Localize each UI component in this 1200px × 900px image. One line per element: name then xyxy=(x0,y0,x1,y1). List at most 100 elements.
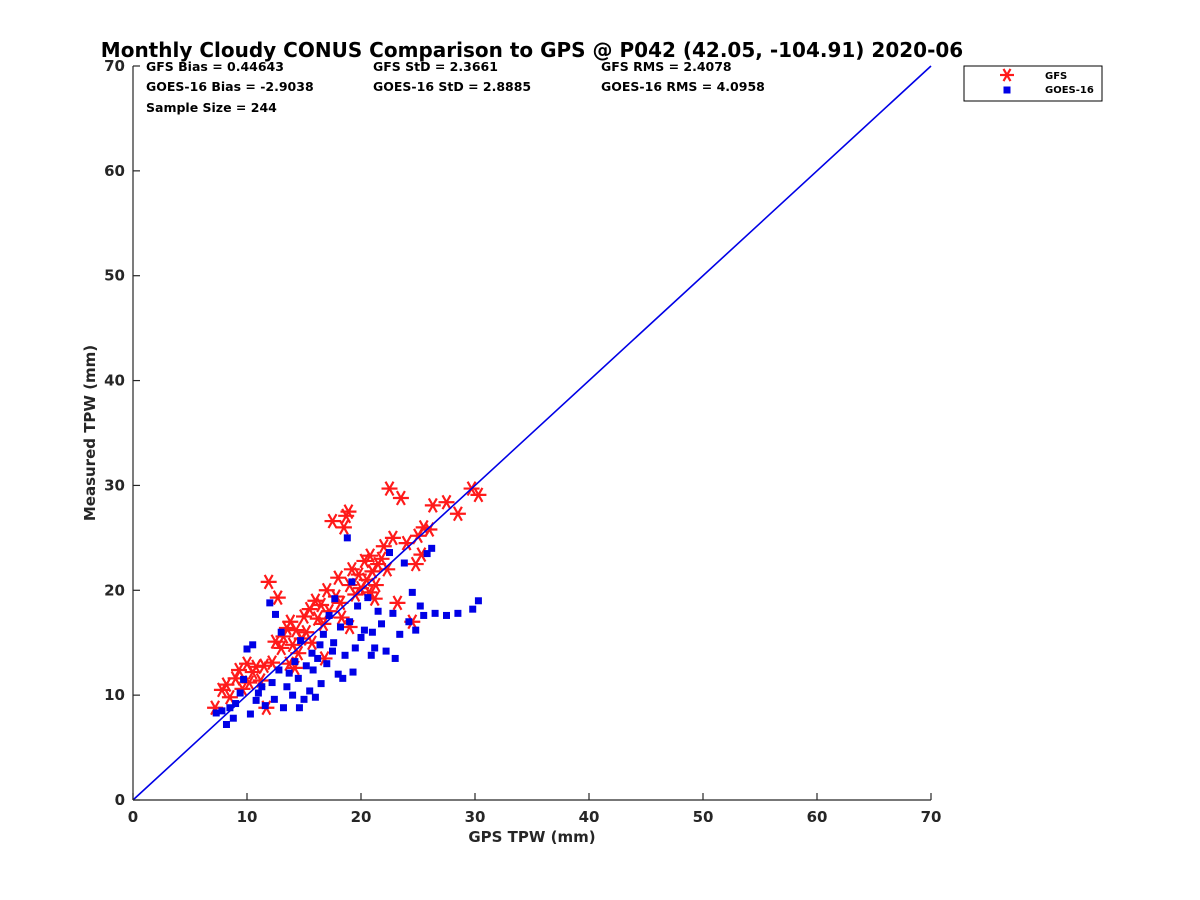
goes-16-point xyxy=(319,630,327,638)
goes-16-point xyxy=(316,641,324,649)
gfs-point xyxy=(449,506,466,522)
goes-16-point xyxy=(389,609,397,617)
goes-16-point xyxy=(334,670,342,678)
goes-16-point xyxy=(364,594,372,602)
stat-goes-std: GOES-16 StD = 2.8885 xyxy=(373,79,531,94)
gfs-point xyxy=(273,640,290,656)
y-tick-label: 10 xyxy=(104,686,125,704)
goes-16-point xyxy=(382,647,390,655)
goes-16-point xyxy=(279,704,287,712)
goes-16-point xyxy=(349,668,357,676)
goes-16-point xyxy=(391,654,399,662)
goes-16-point xyxy=(277,628,285,636)
goes-16-point xyxy=(295,704,303,712)
x-tick-label: 30 xyxy=(465,808,486,826)
x-tick-label: 50 xyxy=(693,808,714,826)
goes-16-point xyxy=(416,602,424,610)
y-axis-label: Measured TPW (mm) xyxy=(81,345,99,521)
goes-16-point xyxy=(331,595,339,603)
x-tick-label: 20 xyxy=(351,808,372,826)
legend-goes-16-label: GOES-16 xyxy=(1045,85,1094,96)
y-tick-label: 20 xyxy=(104,581,125,599)
goes-16-point xyxy=(360,626,368,634)
goes-16-point xyxy=(317,680,325,688)
legend-gfs-label: GFS xyxy=(1045,71,1067,82)
gfs-point xyxy=(264,655,281,671)
goes-16-point xyxy=(431,609,439,617)
goes-16-point xyxy=(272,610,279,618)
goes-16-point xyxy=(405,618,413,626)
y-tick-label: 60 xyxy=(104,162,125,180)
goes-16-point xyxy=(348,578,356,586)
goes-16-point xyxy=(275,666,283,674)
gfs-point xyxy=(367,577,384,593)
goes-16-point xyxy=(351,644,359,652)
goes-16-point xyxy=(428,544,436,552)
goes-16-point xyxy=(329,647,336,655)
gfs-point xyxy=(438,494,455,510)
y-tick-label: 50 xyxy=(104,267,125,285)
goes-16-point xyxy=(268,679,276,687)
goes-16-point xyxy=(222,721,230,729)
goes-16-point xyxy=(354,602,362,610)
goes-16-point xyxy=(270,695,278,703)
stat-goes-rms: GOES-16 RMS = 4.0958 xyxy=(601,79,765,94)
goes-16-point xyxy=(218,707,226,715)
stat-gfs-bias: GFS Bias = 0.44643 xyxy=(146,59,284,74)
goes-16-point xyxy=(229,714,237,722)
goes-16-point xyxy=(368,628,376,636)
goes-16-point xyxy=(308,649,316,657)
legend-gfs-asterisk xyxy=(1000,68,1014,82)
gfs-point xyxy=(381,481,398,497)
goes-16-point xyxy=(400,559,408,567)
goes-16-point xyxy=(346,618,354,626)
goes-16-point xyxy=(378,620,386,628)
goes-16-point xyxy=(266,599,274,607)
gfs-point xyxy=(384,530,401,546)
goes-16-point xyxy=(258,683,266,691)
stat-sample-size: Sample Size = 244 xyxy=(146,100,277,115)
gfs-point xyxy=(296,609,312,624)
goes-16-point xyxy=(412,626,420,634)
goes-16-point xyxy=(252,696,260,704)
legend-goes-16-square xyxy=(1003,86,1011,94)
goes-16-point xyxy=(420,611,428,619)
x-tick-label: 0 xyxy=(128,808,138,826)
goes-16-point xyxy=(314,654,322,662)
x-tick-label: 10 xyxy=(237,808,258,826)
gfs-point xyxy=(269,590,286,606)
chart-title: Monthly Cloudy CONUS Comparison to GPS @… xyxy=(101,38,963,62)
gfs-point xyxy=(335,519,352,535)
goes-16-point xyxy=(285,669,293,677)
gfs-point xyxy=(330,570,347,586)
y-tick-label: 40 xyxy=(104,372,125,390)
x-tick-label: 70 xyxy=(921,808,942,826)
y-axis-ticks: 0 10 20 30 40 50 60 70 xyxy=(104,57,140,809)
gfs-point xyxy=(333,610,350,626)
goes-16-point xyxy=(297,637,305,645)
goes-16-point xyxy=(371,644,379,652)
gfs-point xyxy=(260,574,277,590)
gfs-point xyxy=(392,490,409,506)
gfs-point xyxy=(362,548,379,564)
goes-16-point xyxy=(374,607,382,615)
goes-16-point xyxy=(289,691,297,699)
goes-16-point xyxy=(474,597,482,605)
gfs-point xyxy=(470,487,487,503)
goes-16-point xyxy=(339,674,347,682)
goes-16-point xyxy=(232,700,240,708)
goes-16-point xyxy=(325,611,333,619)
goes-16-point xyxy=(454,609,462,617)
x-axis-label: GPS TPW (mm) xyxy=(468,828,595,846)
goes-16-point xyxy=(386,549,393,557)
goes-16-point xyxy=(396,630,404,638)
y-tick-label: 70 xyxy=(104,57,125,75)
goes-16-point xyxy=(246,710,254,718)
x-axis-ticks: 0 10 20 30 40 50 60 70 xyxy=(128,793,942,826)
gfs-point xyxy=(324,513,341,529)
goes-16-point xyxy=(323,660,331,668)
goes-16-point xyxy=(423,550,431,558)
goes-16-point xyxy=(408,588,416,596)
goes-16-point xyxy=(357,633,365,641)
